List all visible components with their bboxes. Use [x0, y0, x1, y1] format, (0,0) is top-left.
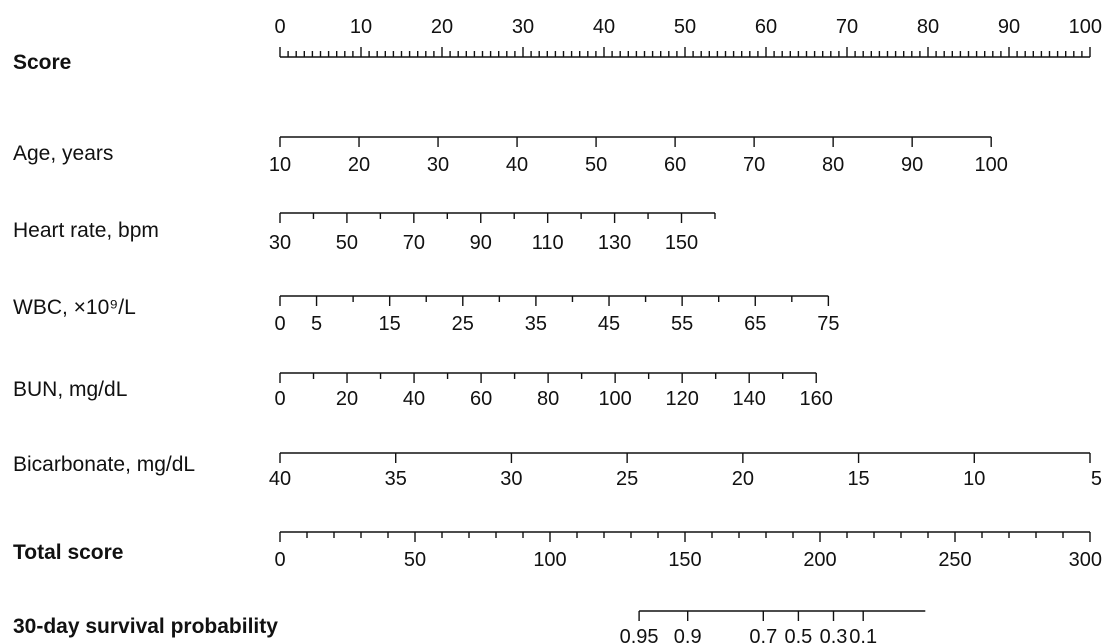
axis-5-tick-label: 25 [616, 468, 638, 490]
axis-3-name: WBC, ×10⁹/L [13, 296, 136, 319]
axis-3-tick-label: 5 [311, 313, 322, 335]
axis-0-tick-label: 80 [917, 16, 939, 38]
axis-1-tick-label: 10 [269, 154, 291, 176]
axis-3-tick-label: 25 [452, 313, 474, 335]
axis-0-tick-label: 40 [593, 16, 615, 38]
axis-5-tick-label: 5 [1091, 468, 1102, 490]
axis-0-name: Score [13, 51, 71, 74]
axis-1-tick-label: 50 [585, 154, 607, 176]
axis-7-tick-label: 0.1 [849, 626, 877, 643]
axis-0-tick-label: 60 [755, 16, 777, 38]
axis-3-tick-label: 75 [817, 313, 839, 335]
axis-1-tick-label: 90 [901, 154, 923, 176]
axis-2-tick-label: 110 [532, 232, 564, 254]
axis-2-name: Heart rate, bpm [13, 219, 159, 242]
axis-4-tick-label: 40 [403, 388, 425, 410]
axis-0-tick-label: 70 [836, 16, 858, 38]
axis-2-tick-label: 30 [269, 232, 291, 254]
axis-6-tick-label: 150 [668, 549, 701, 571]
axis-1-tick-label: 20 [348, 154, 370, 176]
axis-4-tick-label: 140 [733, 388, 766, 410]
axis-6-tick-label: 300 [1069, 549, 1102, 571]
axis-3-tick-label: 45 [598, 313, 620, 335]
axis-0-tick-label: 30 [512, 16, 534, 38]
axis-2-tick-label: 90 [470, 232, 492, 254]
axis-2-tick-label: 130 [598, 232, 631, 254]
axis-0-tick-label: 50 [674, 16, 696, 38]
axis-3-tick-label: 35 [525, 313, 547, 335]
axis-3-tick-label: 0 [274, 313, 285, 335]
axis-3-tick-label: 65 [744, 313, 766, 335]
axis-2-tick-label: 50 [336, 232, 358, 254]
axis-1-tick-label: 80 [822, 154, 844, 176]
axis-4-tick-label: 160 [800, 388, 833, 410]
axis-4-tick-label: 20 [336, 388, 358, 410]
axis-0-tick-label: 90 [998, 16, 1020, 38]
axis-1-tick-label: 40 [506, 154, 528, 176]
axis-7-tick-label: 0.7 [749, 626, 777, 643]
axis-1-tick-label: 100 [974, 154, 1007, 176]
axis-7-tick-label: 0.95 [620, 626, 659, 643]
axis-5-tick-label: 15 [847, 468, 869, 490]
axis-7-name: 30-day survival probability [13, 615, 278, 638]
axis-5-tick-label: 10 [963, 468, 985, 490]
axis-4-tick-label: 100 [598, 388, 631, 410]
axis-5-tick-label: 35 [385, 468, 407, 490]
axis-7-tick-label: 0.3 [820, 626, 848, 643]
axis-6-tick-label: 100 [533, 549, 566, 571]
axis-5-name: Bicarbonate, mg/dL [13, 453, 195, 476]
axis-6-tick-label: 200 [803, 549, 836, 571]
axis-0-tick-label: 100 [1069, 16, 1102, 38]
axis-2-tick-label: 70 [403, 232, 425, 254]
axis-6-tick-label: 0 [274, 549, 285, 571]
axis-3-tick-label: 15 [379, 313, 401, 335]
axis-7-tick-label: 0.5 [784, 626, 812, 643]
axis-4-tick-label: 120 [665, 388, 698, 410]
axis-1-tick-label: 30 [427, 154, 449, 176]
axis-4-tick-label: 60 [470, 388, 492, 410]
axis-1-tick-label: 70 [743, 154, 765, 176]
axis-0-tick-label: 10 [350, 16, 372, 38]
axis-6-name: Total score [13, 541, 123, 564]
axis-5-tick-label: 20 [732, 468, 754, 490]
axis-0-tick-label: 20 [431, 16, 453, 38]
axis-0-tick-label: 0 [274, 16, 285, 38]
axis-6-tick-label: 250 [938, 549, 971, 571]
axis-7-tick-label: 0.9 [674, 626, 702, 643]
axis-2-tick-label: 150 [665, 232, 698, 254]
axis-3-tick-label: 55 [671, 313, 693, 335]
axis-4-name: BUN, mg/dL [13, 378, 127, 401]
axis-4-tick-label: 0 [274, 388, 285, 410]
axis-1-tick-label: 60 [664, 154, 686, 176]
axis-4-tick-label: 80 [537, 388, 559, 410]
axis-5-tick-label: 40 [269, 468, 291, 490]
axis-6-tick-label: 50 [404, 549, 426, 571]
axis-5-tick-label: 30 [500, 468, 522, 490]
axis-1-name: Age, years [13, 142, 113, 165]
